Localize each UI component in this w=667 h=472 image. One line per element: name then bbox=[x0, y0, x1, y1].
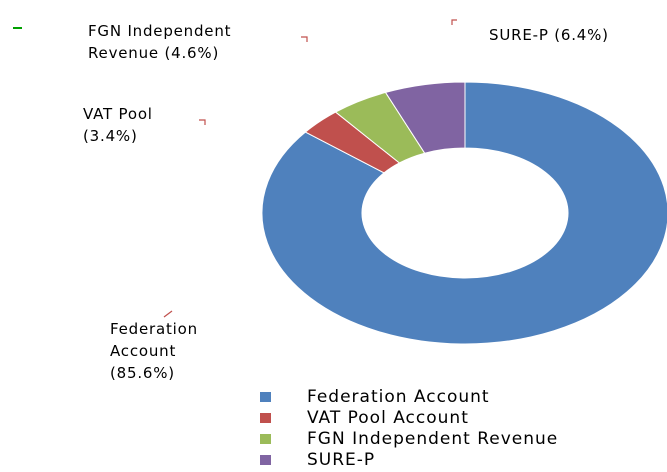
legend-swatch bbox=[260, 413, 271, 423]
data-label: SURE-P (6.4%) bbox=[489, 26, 609, 44]
data-label: VAT Pool (3.4%) bbox=[83, 105, 153, 145]
legend-swatch bbox=[260, 455, 271, 465]
legend-label: SURE-P bbox=[307, 450, 375, 470]
legend-swatch bbox=[260, 392, 271, 402]
legend-label: VAT Pool Account bbox=[307, 408, 469, 428]
data-label: FGN Independent Revenue (4.6%) bbox=[88, 22, 232, 62]
donut-slice bbox=[261, 81, 667, 345]
donut-slice bbox=[384, 81, 466, 154]
leader-line bbox=[301, 36, 308, 42]
legend-swatch bbox=[260, 434, 271, 444]
data-label: Federation Account (85.6%) bbox=[110, 320, 198, 382]
legend-label: Federation Account bbox=[307, 387, 490, 407]
leader-line bbox=[163, 310, 173, 318]
leader-line bbox=[199, 119, 206, 125]
leader-line bbox=[451, 19, 457, 25]
legend-label: FGN Independent Revenue bbox=[307, 429, 558, 449]
